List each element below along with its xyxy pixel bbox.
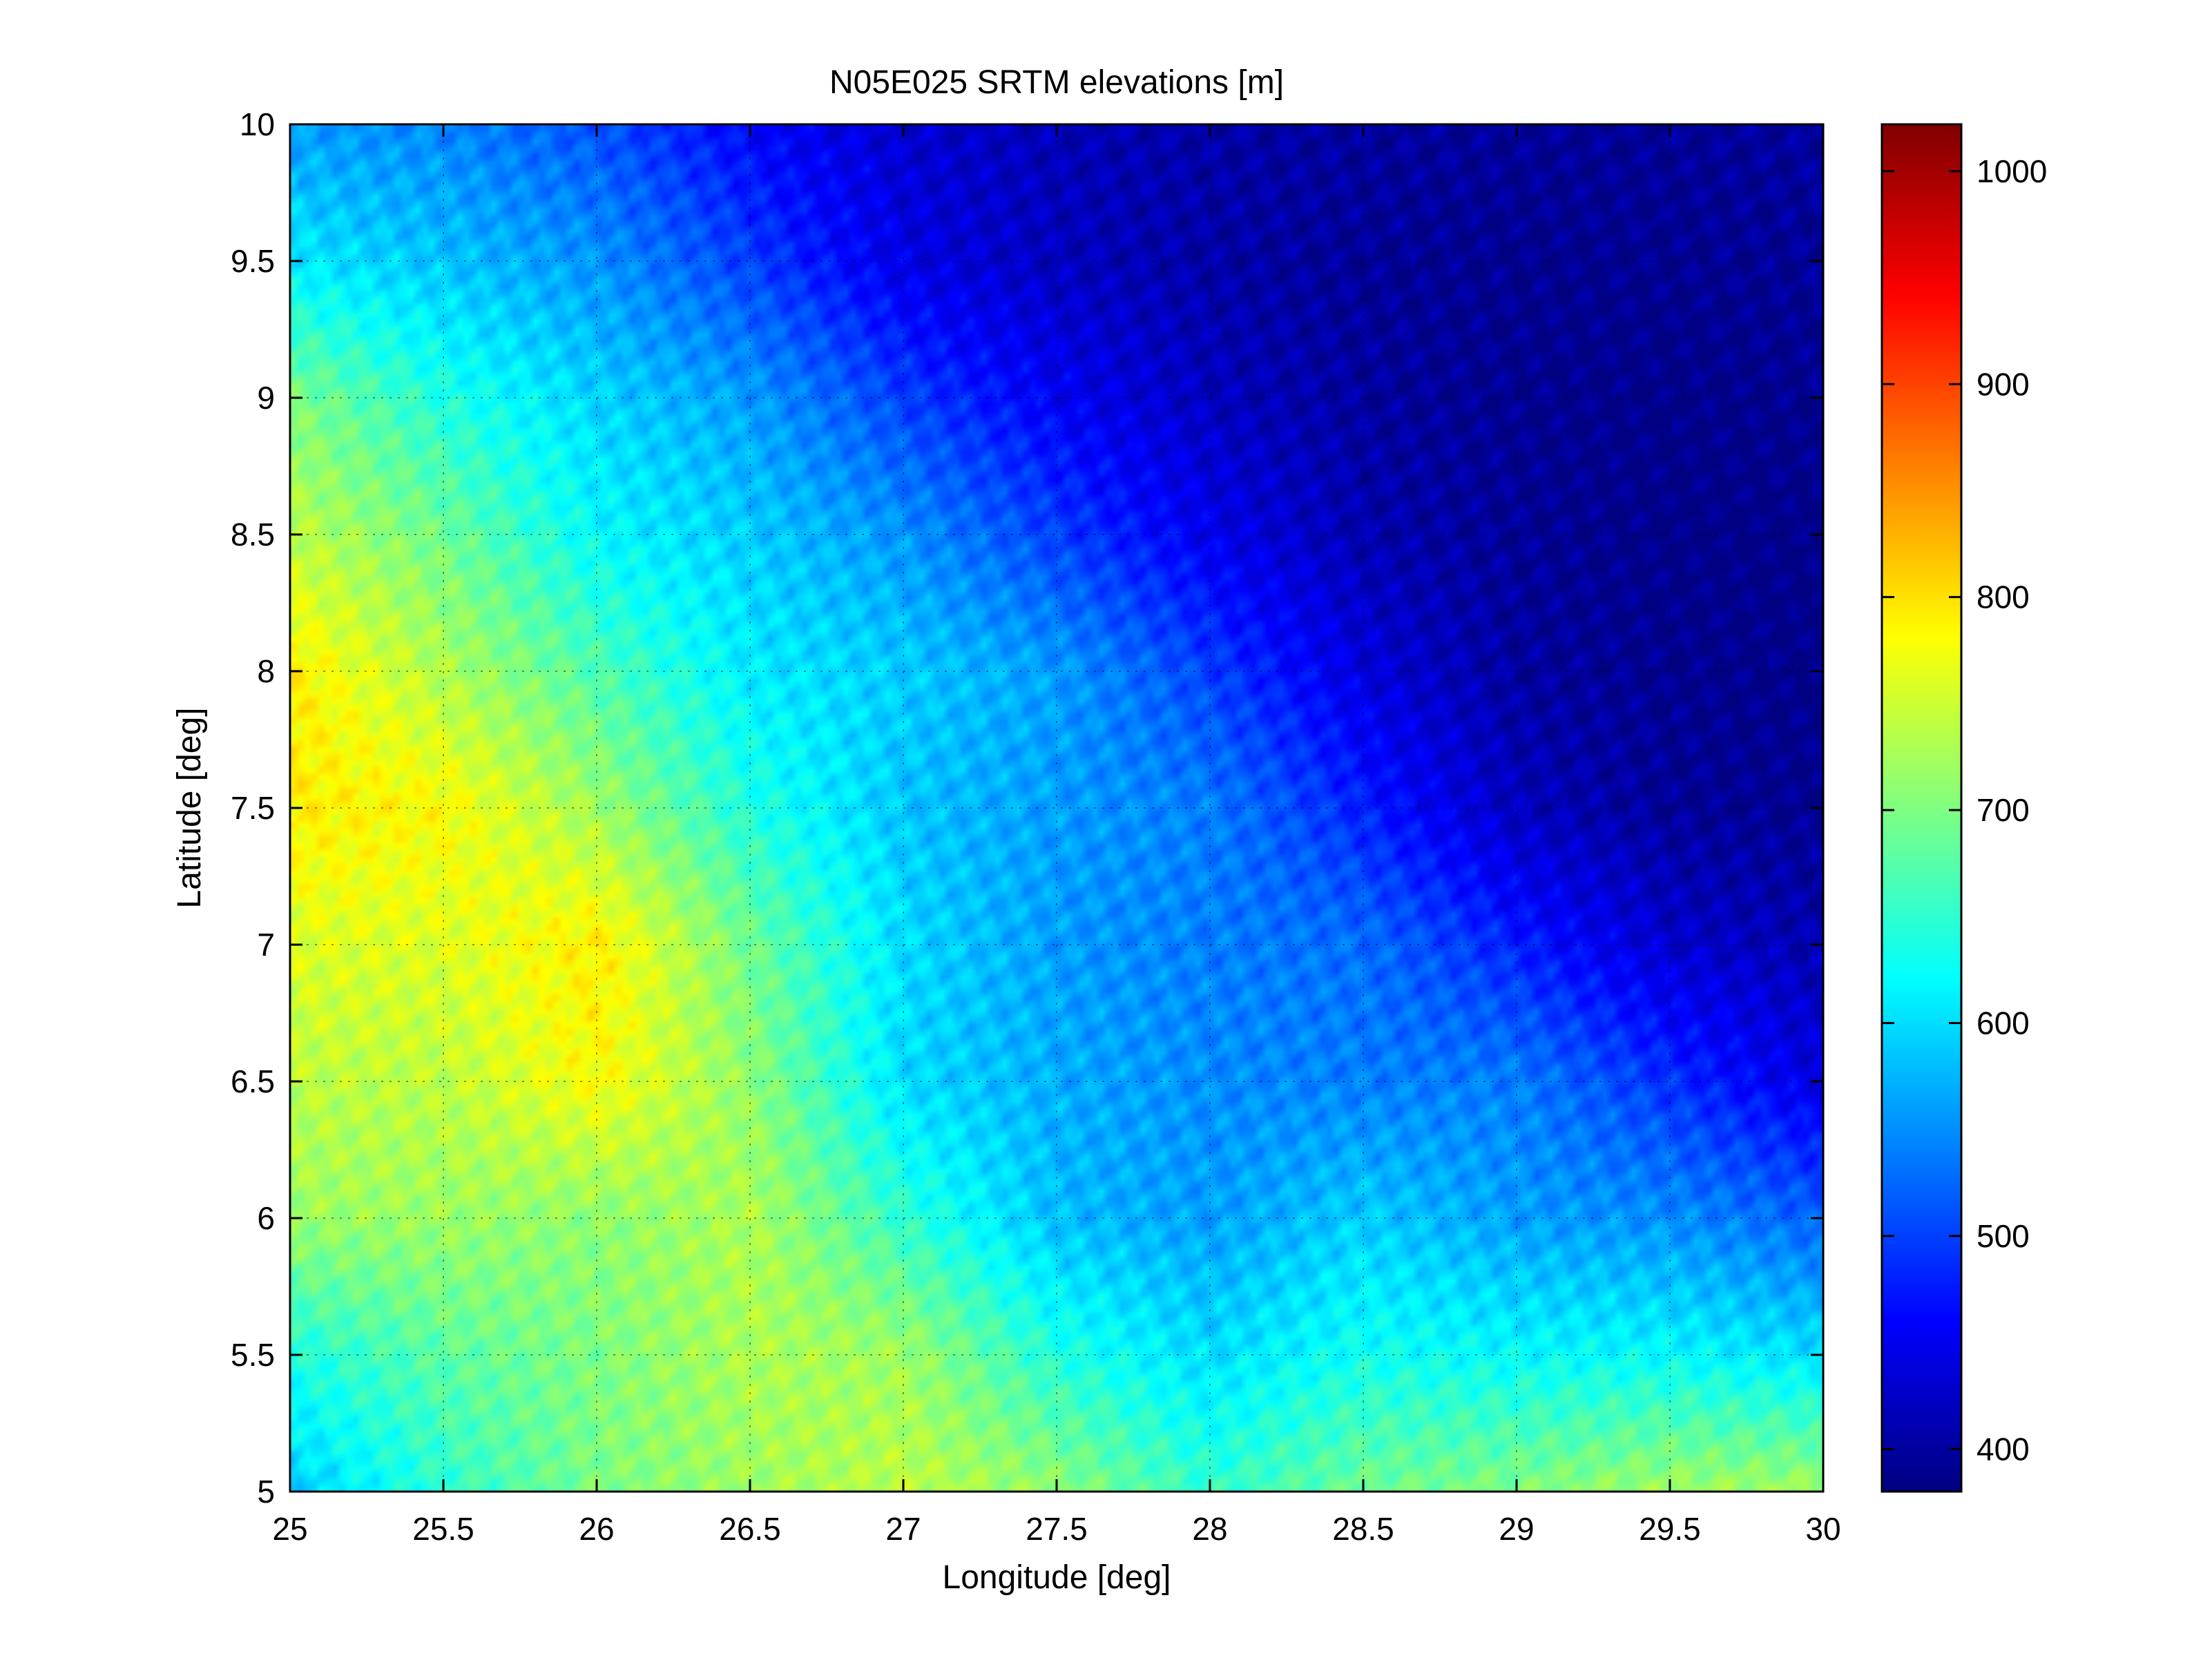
y-tick-labels: 10 9.5 9 8.5 8 7.5 7 6.5 6 5.5 5 — [231, 106, 275, 1510]
y-tick-label: 6 — [257, 1200, 275, 1236]
x-tick-label: 28.5 — [1332, 1511, 1394, 1547]
x-tick-label: 29.5 — [1639, 1511, 1701, 1547]
x-tick-label: 27.5 — [1026, 1511, 1088, 1547]
chart-title: N05E025 SRTM elevations [m] — [829, 64, 1284, 101]
colorbar-tick-label: 700 — [1977, 792, 2030, 828]
colorbar-gradient — [1882, 124, 1961, 1492]
colorbar: 1000 900 800 700 600 500 400 — [1881, 123, 2047, 1493]
colorbar-tick-label: 800 — [1977, 579, 2030, 615]
x-tick-label: 28 — [1192, 1511, 1227, 1547]
x-tick-label: 26 — [579, 1511, 614, 1547]
colorbar-tick-label: 600 — [1977, 1005, 2030, 1041]
y-tick-label: 5.5 — [231, 1337, 275, 1373]
y-tick-label: 10 — [240, 106, 275, 142]
y-tick-label: 7 — [257, 927, 275, 963]
y-tick-label: 8.5 — [231, 517, 275, 552]
colorbar-frame — [1881, 123, 1963, 1493]
x-tick-label: 25.5 — [412, 1511, 474, 1547]
x-tick-label: 25 — [272, 1511, 307, 1547]
x-tick-labels: 25 25.5 26 26.5 27 27.5 28 28.5 29 29.5 30 — [272, 1511, 1840, 1547]
grid-lines — [290, 124, 1823, 1492]
axis-ticks — [289, 123, 1825, 1493]
colorbar-tick-label: 500 — [1977, 1218, 2030, 1254]
y-tick-label: 6.5 — [231, 1063, 275, 1099]
y-tick-label: 7.5 — [231, 790, 275, 826]
y-tick-label: 9 — [257, 380, 275, 416]
colorbar-tick-label: 900 — [1977, 366, 2030, 402]
y-tick-label: 5 — [257, 1474, 275, 1510]
y-tick-label: 9.5 — [231, 243, 275, 279]
colorbar-tick-label: 1000 — [1977, 153, 2047, 189]
y-tick-label: 8 — [257, 653, 275, 689]
plot-area — [290, 124, 1823, 1492]
colorbar-ticks: 1000 900 800 700 600 500 400 — [1882, 153, 2047, 1467]
x-axis-label: Longitude [deg] — [943, 1559, 1171, 1596]
y-axis-label: Latitude [deg] — [171, 708, 208, 909]
x-tick-label: 27 — [885, 1511, 921, 1547]
x-tick-label: 30 — [1805, 1511, 1840, 1547]
x-tick-label: 29 — [1499, 1511, 1534, 1547]
colorbar-tick-label: 400 — [1977, 1431, 2030, 1467]
x-tick-label: 26.5 — [719, 1511, 781, 1547]
